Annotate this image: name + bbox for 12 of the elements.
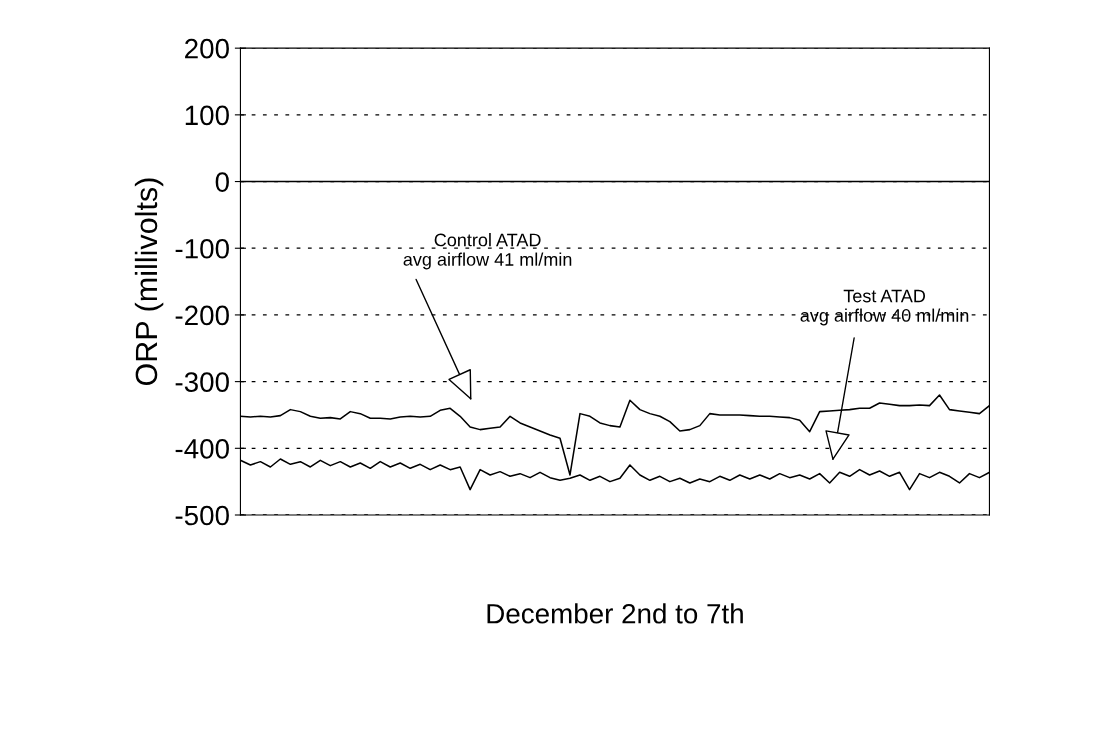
y-tick-label: -300 [175,372,229,392]
y-axis-title: ORP (millivolts) [134,178,164,386]
y-tick-label: 100 [185,105,229,126]
y-tick-label: -200 [175,305,229,326]
annotation: Control ATAD avg airflow 41 ml/min [403,233,572,270]
y-tick-label: 200 [185,38,229,59]
x-axis-title: December 2nd to 7th [487,603,743,624]
y-tick-label: 0 [215,172,229,192]
annotation: Test ATAD avg airflow 40 ml/min [800,289,969,326]
y-tick-label: -100 [175,238,229,259]
y-tick-label: -500 [175,505,229,526]
y-tick-label: -400 [175,438,229,459]
